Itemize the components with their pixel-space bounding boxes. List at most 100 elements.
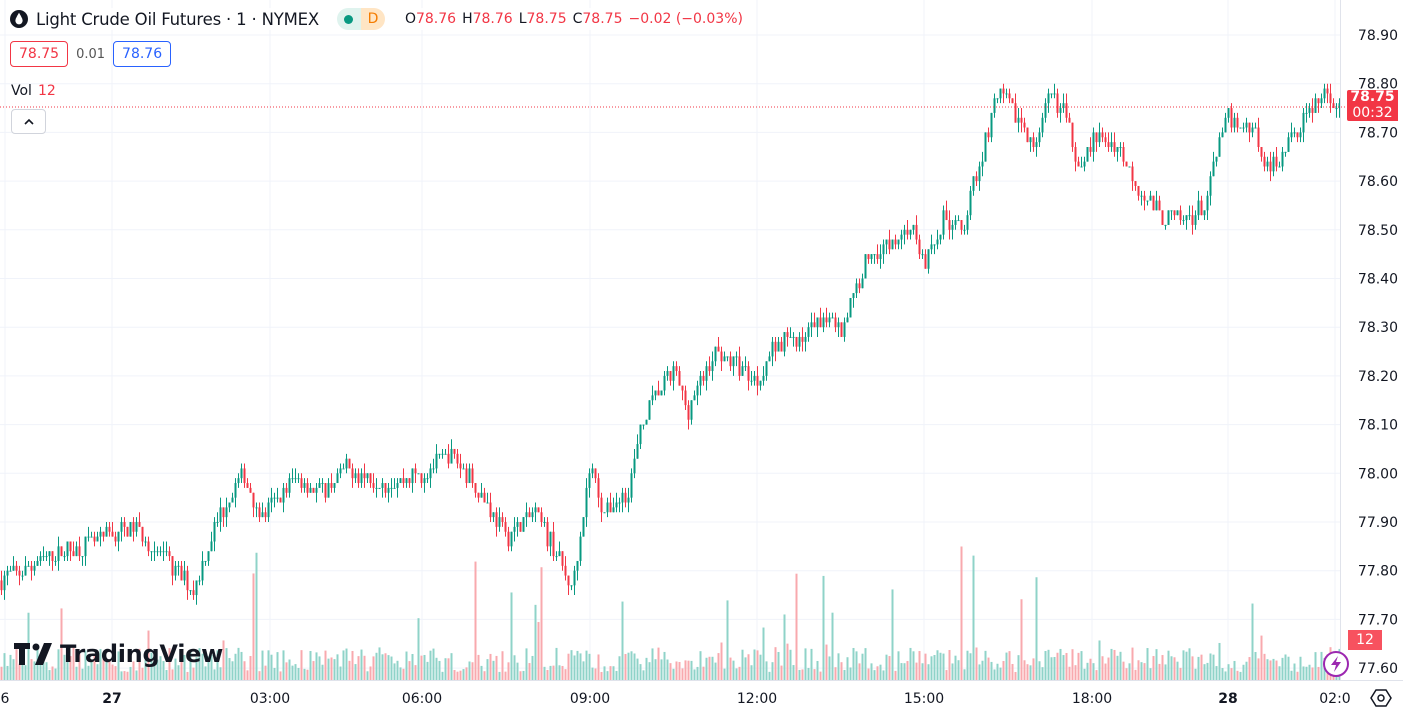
candle-body — [255, 507, 258, 509]
candle-body — [369, 473, 372, 484]
candle-body — [123, 522, 126, 527]
candle-body — [987, 132, 990, 138]
candle-body — [999, 88, 1002, 99]
volume-bar — [186, 671, 189, 680]
time-axis[interactable]: 6 27 03:00 06:00 09:00 12:00 15:00 18:00 28 02:0 — [1, 691, 1351, 707]
candle-body — [1233, 117, 1236, 128]
volume-bar — [519, 671, 522, 680]
volume-bar — [594, 668, 597, 680]
candle-body — [774, 341, 777, 352]
volume-bar — [579, 653, 582, 680]
candle-body — [42, 556, 45, 558]
candle-body — [1050, 93, 1053, 95]
volume-bar — [1179, 667, 1182, 680]
candle-body — [837, 322, 840, 328]
candle-body — [1284, 151, 1287, 153]
candle-body — [576, 560, 579, 571]
volume-bar — [177, 665, 180, 680]
candle-body — [1263, 156, 1266, 167]
volume-bar — [837, 653, 840, 680]
candle-body — [306, 483, 309, 493]
volume-bar — [234, 653, 237, 680]
settings-gear-icon[interactable] — [1370, 687, 1392, 709]
candle-body — [135, 522, 138, 532]
volume-bar — [192, 667, 195, 680]
volume-bar — [144, 659, 147, 680]
volume-bar — [1080, 651, 1083, 680]
candle-body — [1266, 161, 1269, 167]
volume-bar — [870, 663, 873, 680]
candle-body — [870, 254, 873, 260]
volume-bar — [609, 666, 612, 680]
candle-body — [672, 366, 675, 381]
candle-body — [174, 565, 177, 576]
candle-body — [711, 361, 714, 372]
candle-body — [249, 487, 252, 493]
candle-body — [117, 531, 120, 542]
lightning-icon[interactable] — [1323, 651, 1349, 677]
tradingview-logo-icon — [14, 643, 52, 665]
volume-bar — [1059, 648, 1062, 680]
volume-bar — [1068, 666, 1071, 680]
low-label: L — [518, 11, 527, 27]
volume-bar — [363, 655, 366, 680]
candle-body — [663, 375, 666, 391]
candle-body — [912, 224, 915, 230]
time-tick-label: 06:00 — [402, 691, 442, 707]
volume-bar — [495, 655, 498, 680]
candle-body — [471, 468, 474, 484]
volume-bar — [567, 653, 570, 680]
volume-bar — [99, 649, 102, 680]
volume-bar — [435, 657, 438, 680]
candle-body — [789, 336, 792, 338]
candle-body — [126, 526, 129, 537]
volume-bar — [1176, 661, 1179, 680]
candle-body — [261, 512, 264, 518]
candle-body — [441, 453, 444, 455]
candle-body — [1206, 195, 1209, 211]
logo-text: TradingView — [60, 640, 223, 668]
candle-body — [240, 468, 243, 479]
volume-bar — [279, 671, 282, 680]
candle-body — [918, 239, 921, 255]
candle-body — [225, 507, 228, 518]
volume-bar — [723, 668, 726, 680]
volume-bar — [114, 666, 117, 680]
volume-bar — [456, 671, 459, 680]
volume-bar — [951, 663, 954, 680]
candle-body — [321, 483, 324, 485]
symbol-title[interactable]: Light Crude Oil Futures · 1 · NYMEX — [36, 9, 319, 29]
candle-body — [234, 483, 237, 498]
volume-bar — [972, 555, 975, 680]
volume-bar — [819, 671, 822, 680]
volume-bar — [1320, 651, 1323, 680]
candle-body — [534, 507, 537, 513]
volume-bar — [1272, 658, 1275, 680]
price-axis[interactable]: 78.90 78.80 78.70 78.60 78.50 78.40 78.30 78.20… — [1358, 28, 1398, 677]
candle-body — [285, 487, 288, 493]
candle-body — [228, 502, 231, 508]
volume-bar — [321, 664, 324, 680]
candle-body — [159, 551, 162, 553]
volume-bar — [108, 659, 111, 680]
collapse-legend-button[interactable] — [11, 109, 46, 134]
candle-body — [60, 546, 63, 557]
price-tick-label: 78.30 — [1358, 320, 1398, 336]
candle-body — [732, 356, 735, 367]
sell-button[interactable]: 78.75 — [10, 41, 69, 67]
volume-bar — [1152, 656, 1155, 680]
candle-body — [201, 560, 204, 581]
market-status-badge[interactable]: D — [336, 8, 385, 30]
volume-bar — [12, 659, 15, 680]
candle-body — [105, 526, 108, 537]
volume-bar — [534, 604, 537, 680]
volume-bar — [474, 561, 477, 680]
tradingview-logo[interactable]: TradingView — [14, 640, 223, 668]
candle-body — [1320, 98, 1323, 104]
candle-body — [141, 526, 144, 542]
candle-body — [108, 526, 111, 532]
buy-button[interactable]: 78.76 — [113, 41, 172, 67]
candle-body — [960, 220, 963, 230]
volume-bar — [525, 648, 528, 680]
